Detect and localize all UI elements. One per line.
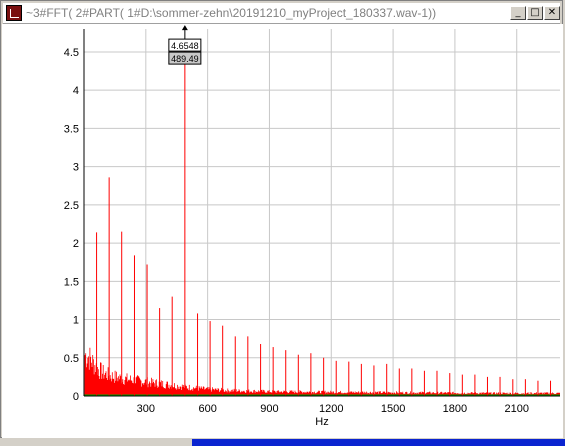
x-tick-label: 300 xyxy=(137,403,155,415)
x-tick-label: 600 xyxy=(198,403,216,415)
x-tick-label: 1500 xyxy=(381,403,405,415)
x-tick-label: 2100 xyxy=(504,403,528,415)
y-tick-label: 2 xyxy=(73,238,79,250)
tick-labels: 300 600 900 1200 1500 1800 2100 0 0.5 1 1.5 2 2.5 3 3.… xyxy=(64,47,529,428)
app-icon[interactable] xyxy=(6,5,22,21)
taskbar-strip xyxy=(192,439,565,446)
marker-value-label: 4.6548 xyxy=(171,41,199,51)
marker-arrow xyxy=(181,25,188,31)
y-tick-label: 3.5 xyxy=(64,123,79,135)
minimize-button[interactable]: _ xyxy=(510,6,526,20)
maximize-button[interactable]: □ xyxy=(527,6,543,20)
plot-area[interactable]: 300 600 900 1200 1500 1800 2100 0 0.5 1 1.5 2 2.5 3 3.… xyxy=(2,24,563,438)
chart-axes xyxy=(83,29,560,397)
marker-freq-label: 489.49 xyxy=(171,54,199,64)
peak-lines xyxy=(96,40,552,396)
y-tick-label: 0 xyxy=(73,391,79,403)
close-button[interactable]: ✕ xyxy=(544,6,560,20)
x-tick-label: 1800 xyxy=(443,403,467,415)
y-tick-label: 4.5 xyxy=(64,47,79,59)
y-tick-label: 0.5 xyxy=(64,353,79,365)
y-tick-label: 3 xyxy=(73,162,79,174)
chart-grid xyxy=(84,29,560,397)
window-title: ~3#FFT( 2#PART( 1#D:\sommer-zehn\2019121… xyxy=(26,6,437,20)
title-bar[interactable]: ~3#FFT( 2#PART( 1#D:\sommer-zehn\2019121… xyxy=(3,3,560,24)
x-tick-label: 1200 xyxy=(319,403,343,415)
fft-chart[interactable]: 300 600 900 1200 1500 1800 2100 0 0.5 1 1.5 2 2.5 3 3.… xyxy=(2,24,563,438)
y-tick-label: 1 xyxy=(73,315,79,327)
x-tick-label: 900 xyxy=(260,403,278,415)
fft-window: ~3#FFT( 2#PART( 1#D:\sommer-zehn\2019121… xyxy=(0,0,563,438)
x-axis-label: Hz xyxy=(315,416,328,428)
peak-marker[interactable]: 4.6548 489.49 xyxy=(168,25,202,65)
y-tick-label: 4 xyxy=(73,85,79,97)
marker-value-box xyxy=(168,38,202,52)
y-tick-label: 1.5 xyxy=(64,276,79,288)
marker-freq-box xyxy=(168,51,202,65)
noise-floor xyxy=(84,347,560,396)
noise-trace xyxy=(84,347,560,396)
y-tick-label: 2.5 xyxy=(64,200,79,212)
